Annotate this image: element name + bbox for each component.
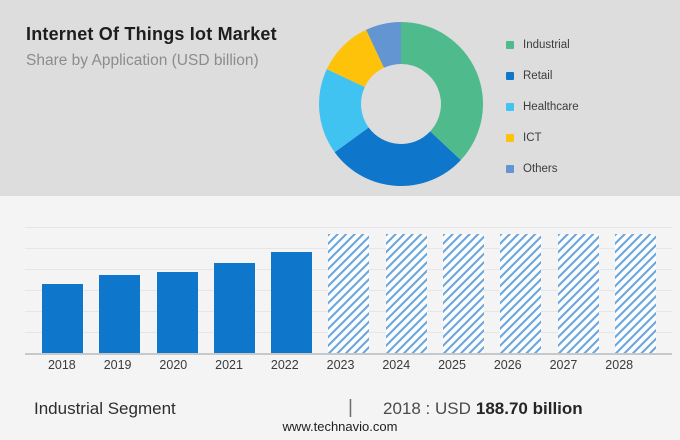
header-panel: Internet Of Things Iot Market Share by A…	[0, 0, 680, 196]
legend-label: Others	[523, 163, 558, 175]
donut-segment-retail	[334, 127, 461, 186]
page-subtitle: Share by Application (USD billion)	[26, 52, 259, 69]
x-axis-label-2019: 2019	[103, 358, 132, 372]
donut-segment-others	[366, 22, 401, 68]
x-axis-label-2020: 2020	[159, 358, 188, 372]
legend-swatch-healthcare	[506, 103, 514, 111]
bar-chart-x-axis: 2018 2019 2020 2021 2022 2023 2024 2025 2026 2027…	[25, 358, 655, 372]
x-axis-label-2028: 2028	[605, 358, 634, 372]
donut-segment-ict	[326, 29, 384, 87]
x-axis-label-2022: 2022	[270, 358, 299, 372]
bar-slot-2024	[378, 227, 435, 353]
segment-label: Industrial Segment	[34, 399, 176, 418]
bar-2018	[42, 283, 84, 353]
legend-item-healthcare: Healthcare	[506, 98, 579, 116]
legend-label: Retail	[523, 70, 553, 82]
legend-item-others: Others	[506, 160, 579, 178]
x-axis-label-2018: 2018	[47, 358, 76, 372]
x-axis-label-2027: 2027	[549, 358, 578, 372]
page-title: Internet Of Things Iot Market	[26, 24, 277, 44]
forecast-bar-2023	[328, 233, 370, 353]
value-annotation: 2018 : USD 188.70 billion	[383, 399, 583, 419]
bar-slot-2020	[149, 227, 206, 353]
bar-2019	[99, 274, 141, 353]
legend-swatch-retail	[506, 72, 514, 80]
legend-label: Healthcare	[523, 101, 579, 113]
donut-segment-healthcare	[319, 69, 369, 153]
bar-slot-2026	[492, 227, 549, 353]
value-prefix: 2018 : USD	[383, 399, 471, 418]
forecast-bar-2028	[614, 233, 656, 353]
forecast-bar-2025	[442, 233, 484, 353]
legend-label: Industrial	[523, 39, 570, 51]
bar-2021	[213, 263, 255, 353]
pie-legend: Industrial Retail Healthcare ICT Others	[506, 36, 579, 191]
legend-swatch-ict	[506, 134, 514, 142]
bar-slot-2019	[91, 227, 148, 353]
bar-slot-2027	[549, 227, 606, 353]
legend-swatch-industrial	[506, 41, 514, 49]
value-amount: 188.70 billion	[475, 399, 583, 418]
footer-separator: |	[348, 397, 353, 418]
forecast-bar-2026	[500, 233, 542, 353]
x-axis-label-2026: 2026	[493, 358, 522, 372]
bar-slot-2018	[34, 227, 91, 353]
x-axis-label-2025: 2025	[438, 358, 466, 372]
website-link[interactable]: www.technavio.com	[282, 419, 398, 434]
bar-slot-2025	[435, 227, 492, 353]
legend-item-industrial: Industrial	[506, 36, 579, 54]
bar-2022	[271, 251, 313, 353]
forecast-bar-2024	[385, 233, 427, 353]
donut-segment-industrial	[401, 22, 483, 161]
bar-slot-2022	[263, 227, 320, 353]
bar-chart-plot	[25, 227, 672, 355]
title-block: Internet Of Things Iot Market Share by A…	[26, 24, 277, 70]
x-axis-label-2021: 2021	[215, 358, 243, 372]
x-axis-label-2023: 2023	[326, 358, 355, 372]
bar-slot-2021	[206, 227, 263, 353]
legend-item-ict: ICT	[506, 129, 579, 147]
bar-slot-2028	[607, 227, 664, 353]
legend-item-retail: Retail	[506, 67, 579, 85]
legend-swatch-others	[506, 165, 514, 173]
bar-2020	[156, 272, 198, 353]
donut-chart	[319, 22, 483, 186]
bar-slot-2023	[320, 227, 377, 353]
forecast-bar-2027	[557, 233, 599, 353]
x-axis-label-2024: 2024	[382, 358, 411, 372]
legend-label: ICT	[523, 132, 542, 144]
